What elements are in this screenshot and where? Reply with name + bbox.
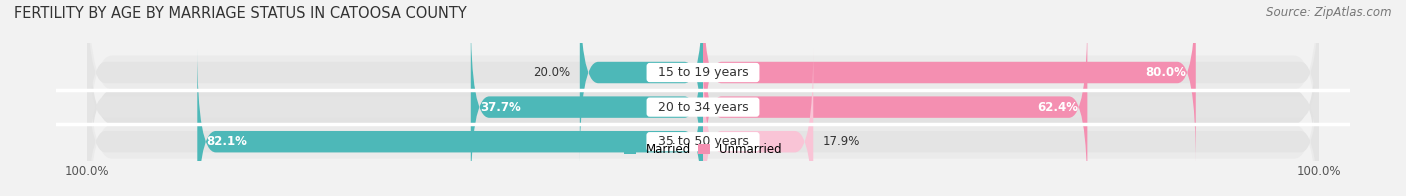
FancyBboxPatch shape xyxy=(87,20,1319,196)
FancyBboxPatch shape xyxy=(87,0,1319,196)
Text: 82.1%: 82.1% xyxy=(207,135,247,148)
Legend: Married, Unmarried: Married, Unmarried xyxy=(620,138,786,161)
FancyBboxPatch shape xyxy=(579,0,703,166)
Text: 17.9%: 17.9% xyxy=(823,135,860,148)
FancyBboxPatch shape xyxy=(87,0,703,166)
Text: 35 to 50 years: 35 to 50 years xyxy=(650,135,756,148)
Text: 37.7%: 37.7% xyxy=(479,101,520,114)
FancyBboxPatch shape xyxy=(703,0,1319,166)
FancyBboxPatch shape xyxy=(87,49,703,196)
FancyBboxPatch shape xyxy=(197,49,703,196)
Text: Source: ZipAtlas.com: Source: ZipAtlas.com xyxy=(1267,6,1392,19)
FancyBboxPatch shape xyxy=(471,14,703,196)
FancyBboxPatch shape xyxy=(703,14,1319,196)
Text: 62.4%: 62.4% xyxy=(1038,101,1078,114)
FancyBboxPatch shape xyxy=(703,49,1319,196)
FancyBboxPatch shape xyxy=(703,14,1087,196)
Text: FERTILITY BY AGE BY MARRIAGE STATUS IN CATOOSA COUNTY: FERTILITY BY AGE BY MARRIAGE STATUS IN C… xyxy=(14,6,467,21)
Text: 80.0%: 80.0% xyxy=(1146,66,1187,79)
FancyBboxPatch shape xyxy=(703,49,813,196)
Text: 15 to 19 years: 15 to 19 years xyxy=(650,66,756,79)
Text: 20 to 34 years: 20 to 34 years xyxy=(650,101,756,114)
Text: 20.0%: 20.0% xyxy=(533,66,571,79)
FancyBboxPatch shape xyxy=(87,14,703,196)
FancyBboxPatch shape xyxy=(703,0,1195,166)
FancyBboxPatch shape xyxy=(87,0,1319,194)
